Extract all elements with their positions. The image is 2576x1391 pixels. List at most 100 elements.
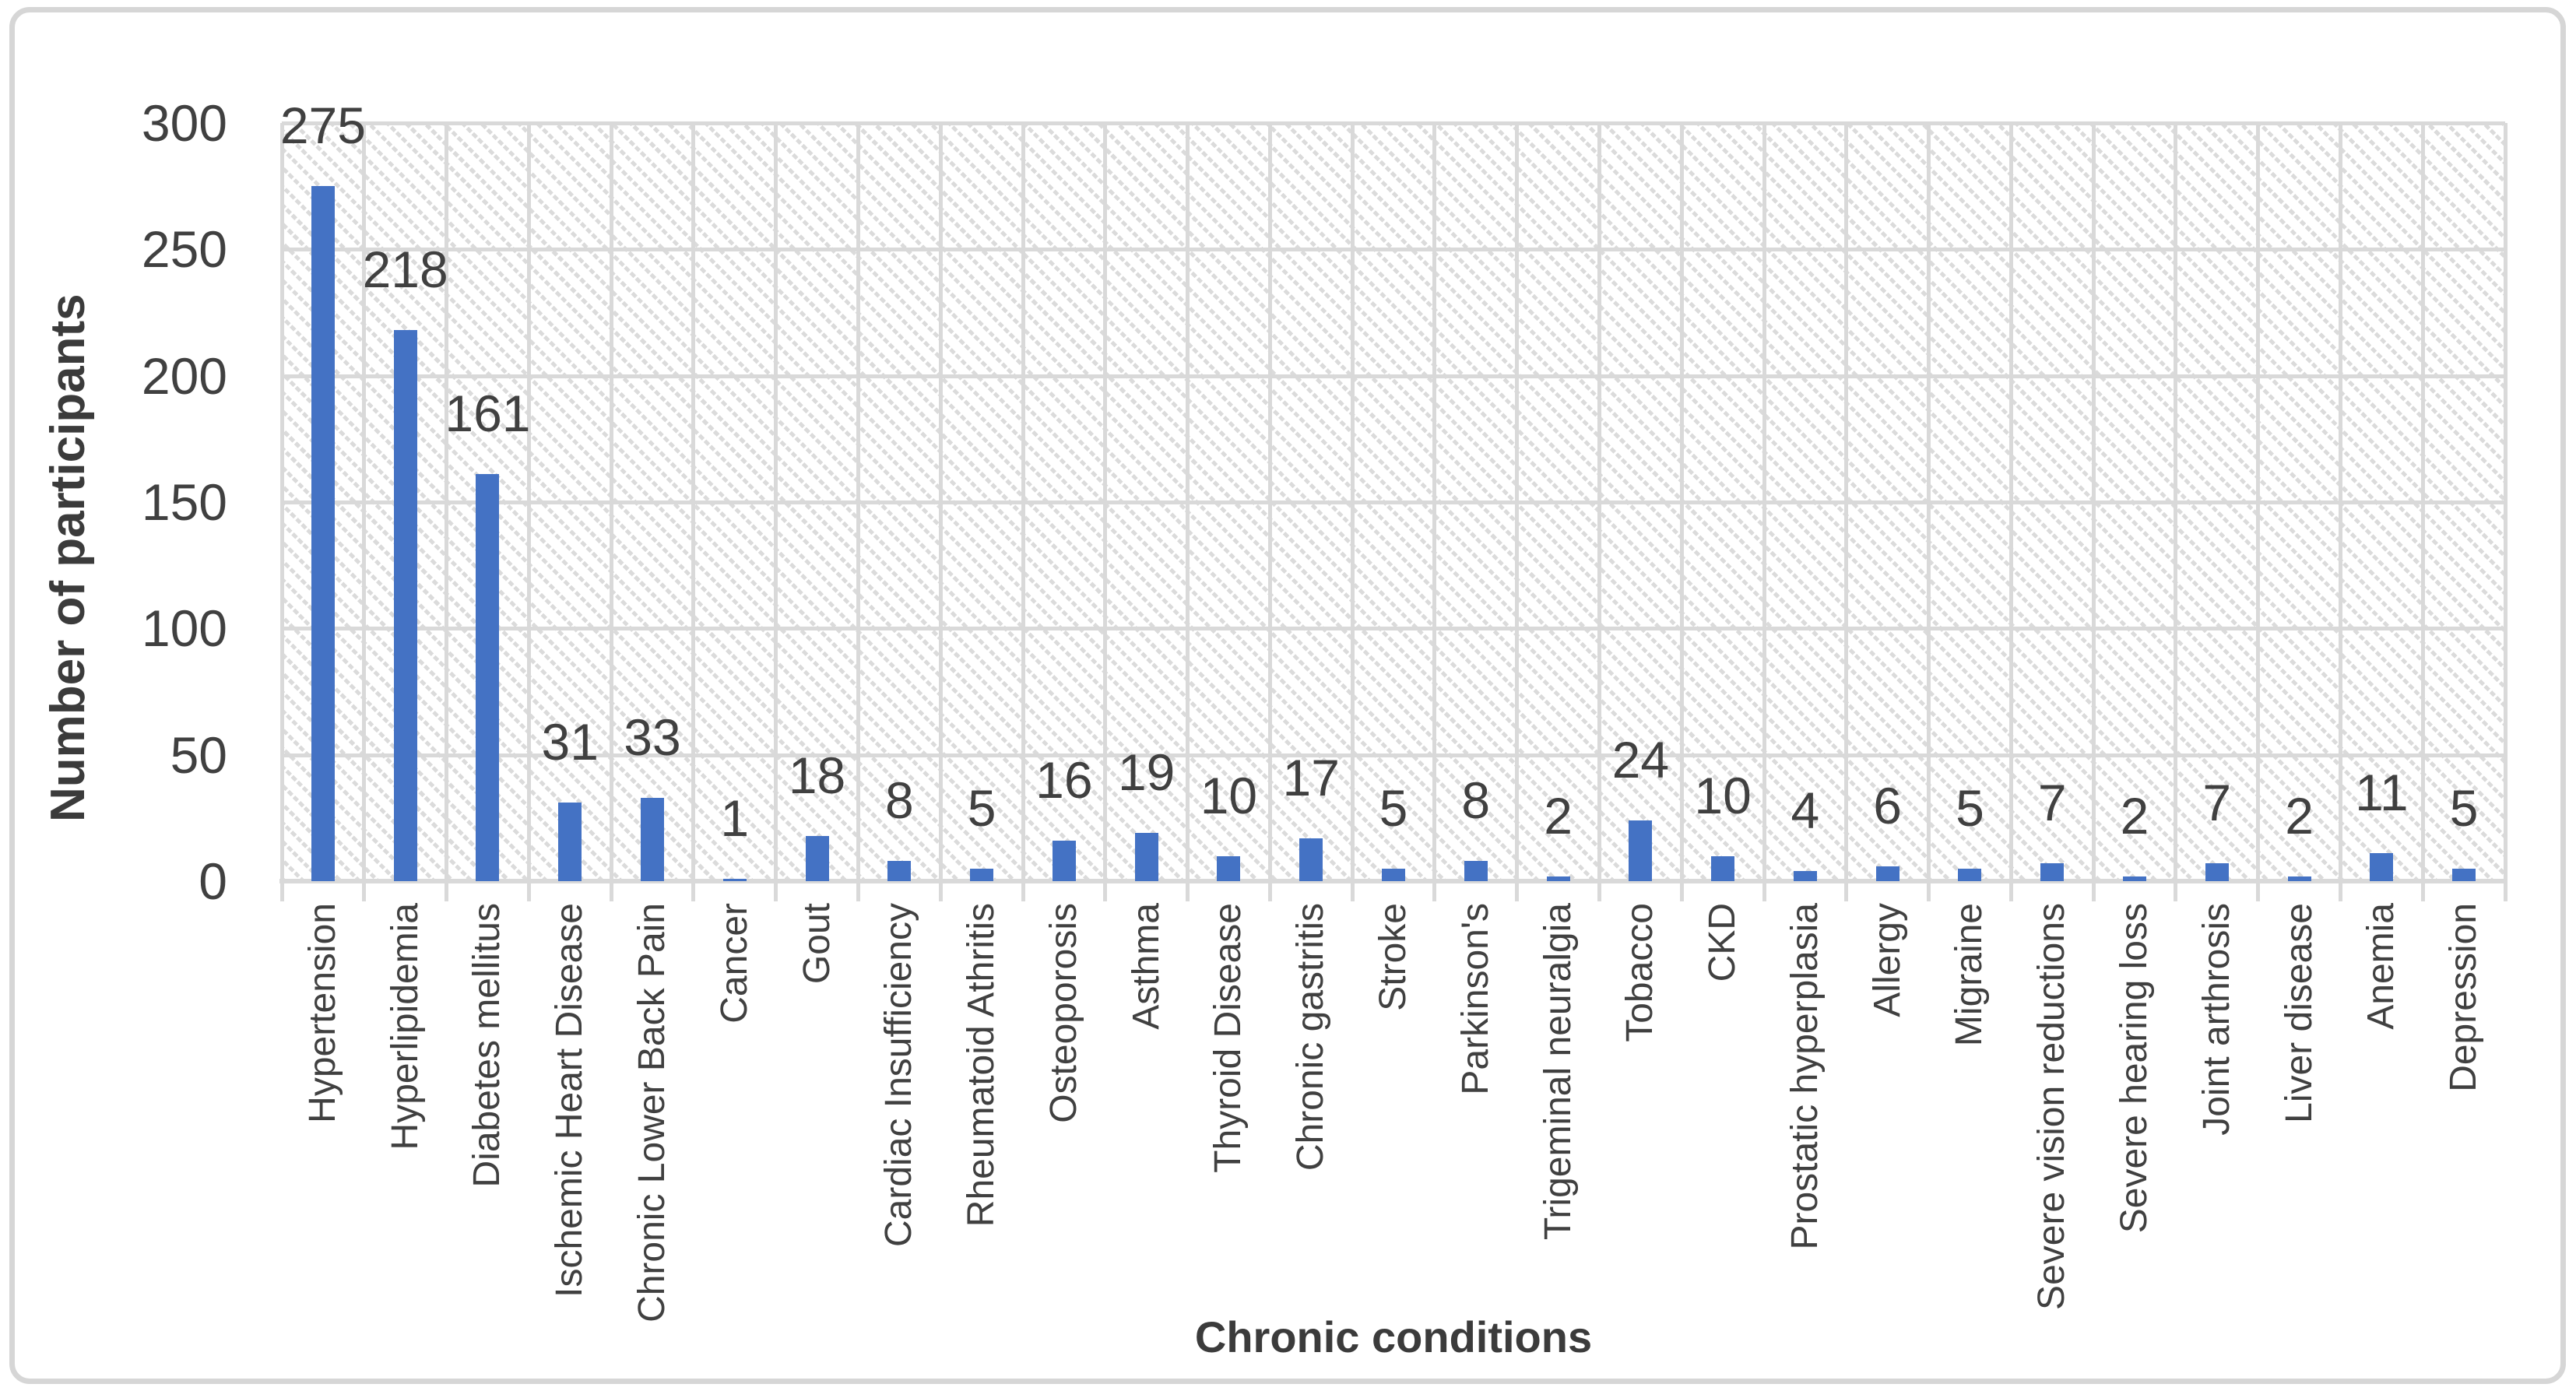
bar xyxy=(805,835,829,881)
y-axis-tick-label: 250 xyxy=(141,220,227,279)
x-axis-tick-mark xyxy=(362,881,367,901)
bar xyxy=(1464,861,1488,881)
vertical-gridline xyxy=(1679,123,1684,881)
category-label: Liver disease xyxy=(2278,903,2320,1123)
bar-value-label: 5 xyxy=(1379,778,1408,837)
category-label: CKD xyxy=(1702,903,1744,982)
bar xyxy=(970,868,994,881)
bar-value-label: 33 xyxy=(624,708,681,766)
horizontal-gridline xyxy=(282,753,2505,757)
bar xyxy=(558,803,582,881)
bar-value-label: 1 xyxy=(720,789,750,847)
bar-value-label: 275 xyxy=(279,97,366,155)
y-axis-tick-label: 50 xyxy=(170,725,227,784)
vertical-gridline xyxy=(2091,123,2096,881)
category-label: Trigeminal neuralgia xyxy=(1537,903,1579,1241)
bar xyxy=(2123,876,2146,881)
x-axis-tick-mark xyxy=(445,881,449,901)
x-axis-tick-mark xyxy=(938,881,943,901)
vertical-gridline xyxy=(362,123,367,881)
category-label: Depression xyxy=(2443,903,2485,1092)
bar xyxy=(2287,876,2311,881)
bar-value-label: 18 xyxy=(788,746,846,804)
category-label: Osteoporosis xyxy=(1042,903,1084,1123)
x-axis-tick-mark xyxy=(2008,881,2013,901)
vertical-gridline xyxy=(609,123,613,881)
x-axis-tick-mark xyxy=(2091,881,2096,901)
x-axis-tick-mark xyxy=(1762,881,1766,901)
vertical-gridline xyxy=(1186,123,1190,881)
bar-value-label: 6 xyxy=(1873,776,1903,834)
plot-area: 275 218 161 31 33 1 18 8 5 16 19 10 17 5 8 2 24 10 4 6 5 7 2 7 2… xyxy=(279,97,2507,881)
vertical-gridline xyxy=(279,123,284,881)
bar-value-label: 11 xyxy=(2355,764,2409,822)
category-label: Chronic Lower Back Pain xyxy=(631,903,673,1323)
category-label: Hypertension xyxy=(301,903,343,1123)
bar xyxy=(1217,855,1241,881)
bar-value-label: 8 xyxy=(1461,771,1491,830)
y-axis-tick-label: 300 xyxy=(141,94,227,152)
bar xyxy=(476,474,500,881)
category-label: Prostatic hyperplasia xyxy=(1784,903,1826,1250)
bar-value-label: 2 xyxy=(2120,786,2149,845)
vertical-gridline xyxy=(1844,123,1849,881)
vertical-gridline xyxy=(2338,123,2342,881)
x-axis-tick-mark xyxy=(1927,881,1931,901)
vertical-gridline xyxy=(526,123,531,881)
bar-value-label: 161 xyxy=(445,385,531,443)
category-label: Asthma xyxy=(1125,903,1167,1030)
vertical-gridline xyxy=(1927,123,1931,881)
category-label: Chronic gastritis xyxy=(1290,903,1332,1171)
bar-value-label: 5 xyxy=(2449,778,2479,837)
bar xyxy=(311,186,335,881)
y-axis-tick-label: 200 xyxy=(141,346,227,405)
x-axis-title: Chronic conditions xyxy=(1194,1312,1593,1361)
x-axis-tick-mark xyxy=(1679,881,1684,901)
vertical-gridline xyxy=(1267,123,1272,881)
vertical-gridline xyxy=(1021,123,1025,881)
bar xyxy=(641,797,664,881)
category-label: Stroke xyxy=(1372,903,1414,1011)
category-label: Diabetes mellitus xyxy=(466,903,508,1188)
bar xyxy=(2370,853,2394,881)
vertical-gridline xyxy=(1103,123,1108,881)
bar-value-label: 19 xyxy=(1117,743,1176,802)
bar xyxy=(887,861,912,881)
vertical-gridline xyxy=(1762,123,1766,881)
x-axis-tick-mark xyxy=(691,881,696,901)
figure-border xyxy=(9,7,2566,1384)
bar-value-label: 2 xyxy=(1544,786,1573,845)
bar xyxy=(1629,820,1653,881)
category-label: Cardiac Insufficiency xyxy=(878,903,920,1247)
y-axis-tick-label: 150 xyxy=(141,473,227,531)
bar xyxy=(1382,868,1405,881)
bar-value-label: 10 xyxy=(1694,766,1752,824)
category-label: Parkinson's xyxy=(1454,903,1496,1095)
category-label: Tobacco xyxy=(1619,903,1661,1042)
bar xyxy=(1875,866,1899,881)
bar xyxy=(393,330,417,881)
vertical-gridline xyxy=(2008,123,2013,881)
bar-value-label: 24 xyxy=(1611,731,1670,789)
bar xyxy=(1134,833,1158,881)
category-label: Gout xyxy=(796,903,838,985)
bar xyxy=(2040,863,2065,881)
x-axis-tick-mark xyxy=(1844,881,1849,901)
x-axis-tick-mark xyxy=(279,881,284,901)
category-label: Hyperlipidemia xyxy=(384,903,426,1150)
vertical-gridline xyxy=(1515,123,1520,881)
category-label: Cancer xyxy=(713,903,755,1024)
bar-value-label: 218 xyxy=(362,241,448,299)
vertical-gridline xyxy=(1597,123,1601,881)
bar-value-label: 8 xyxy=(884,771,914,830)
bar-value-label: 31 xyxy=(541,713,599,771)
x-axis-tick-mark xyxy=(1267,881,1272,901)
bar xyxy=(1793,871,1817,881)
vertical-gridline xyxy=(691,123,696,881)
vertical-gridline xyxy=(2420,123,2425,881)
horizontal-gridline xyxy=(282,627,2505,631)
x-axis-tick-mark xyxy=(1021,881,1025,901)
bar xyxy=(1299,838,1323,881)
horizontal-gridline xyxy=(282,121,2505,125)
vertical-gridline xyxy=(2503,123,2507,881)
